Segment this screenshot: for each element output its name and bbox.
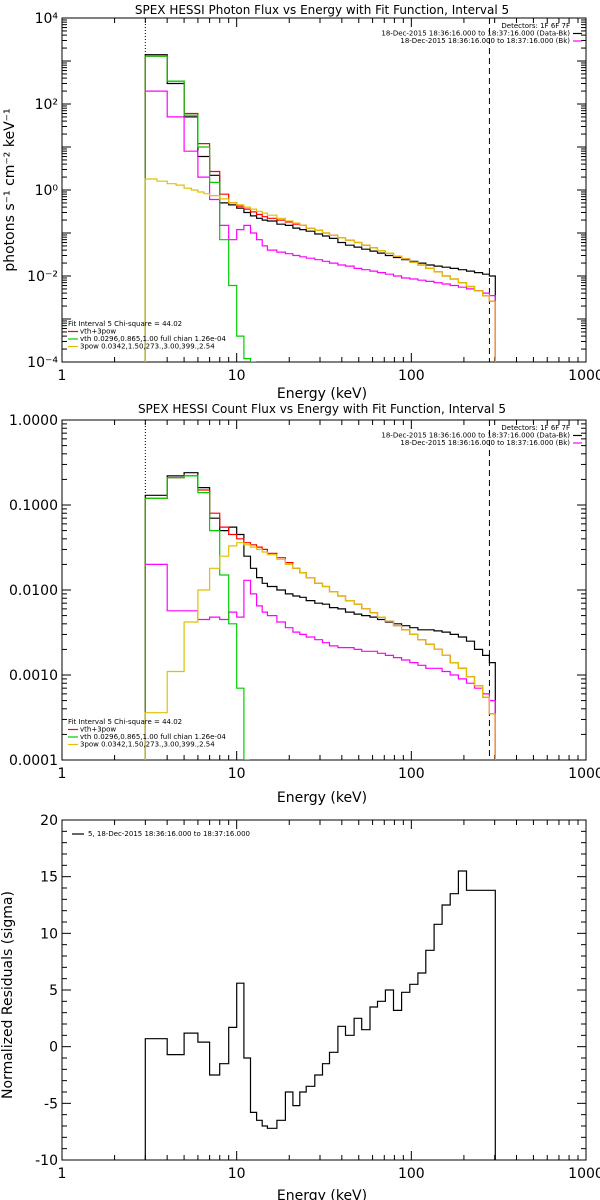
- y-tick-label: 0.0100: [9, 583, 58, 599]
- legend-entry: 3pow 0.0342,1.50,273.,3.00,399.,2.54: [80, 343, 215, 351]
- series-line-0: [144, 870, 496, 1160]
- legend-entry: vth 0.0296,0.865,1.00 full chian 1.26e-0…: [80, 335, 226, 343]
- x-tick-label: 100: [398, 766, 425, 782]
- x-tick-label: 1: [58, 766, 67, 782]
- y-tick-label: 10⁻⁴: [27, 355, 58, 371]
- count-flux-xlabel: Energy (keV): [277, 790, 367, 806]
- photon-flux-title: SPEX HESSI Photon Flux vs Energy with Fi…: [135, 3, 509, 17]
- legend-entry: vth 0.0296,0.865,1.00 full chian 1.26e-0…: [80, 733, 226, 741]
- x-tick-label: 1: [58, 368, 67, 384]
- legend-entry: Fit Interval 5 Chi-square = 44.02: [68, 718, 182, 726]
- series-line-3: [144, 475, 250, 760]
- y-tick-label: 1.0000: [9, 413, 58, 429]
- plot-frame: [61, 17, 587, 363]
- count-flux-title: SPEX HESSI Count Flux vs Energy with Fit…: [138, 402, 506, 416]
- y-tick-label: 0: [49, 1040, 58, 1056]
- x-tick-label: 10: [228, 1166, 246, 1182]
- photon-flux-panel: SPEX HESSI Photon Flux vs Energy with Fi…: [2, 3, 600, 402]
- legend-entry: Detectors: 1F 6F 7F: [501, 424, 570, 432]
- series-line-4: [144, 178, 496, 362]
- series-line-3: [144, 55, 257, 362]
- x-tick-label: 100: [398, 1166, 425, 1182]
- x-tick-label: 100: [398, 368, 425, 384]
- legend-entry: 18-Dec-2015 18:36:16.000 to 18:37:16.000…: [400, 439, 570, 447]
- x-tick-label: 1000: [568, 1166, 600, 1182]
- y-tick-label: 0.1000: [9, 498, 58, 514]
- residuals-panel: Energy (keV) Normalized Residuals (sigma…: [0, 813, 600, 1200]
- residuals-xlabel: Energy (keV): [277, 1188, 367, 1200]
- legend-entry: Fit Interval 5 Chi-square = 44.02: [68, 320, 182, 328]
- x-tick-label: 1: [58, 1166, 67, 1182]
- y-tick-label: 0.0010: [9, 668, 58, 684]
- plot-frame: [61, 419, 587, 761]
- legend-entry: Detectors: 1F 6F 7F: [501, 22, 570, 30]
- photon-flux-ylabel: photons s⁻¹ cm⁻² keV⁻¹: [2, 108, 18, 271]
- y-tick-label: 10²: [35, 97, 58, 113]
- y-tick-label: 15: [40, 870, 58, 886]
- legend-entry: vth+3pow: [80, 726, 116, 734]
- series-line-4: [144, 542, 496, 760]
- legend-entry: 18-Dec-2015 18:36:16.000 to 18:37:16.000…: [381, 30, 570, 38]
- series-line-1: [144, 563, 496, 760]
- y-tick-label: -5: [44, 1096, 58, 1112]
- y-tick-label: 10: [40, 926, 58, 942]
- y-tick-label: 5: [49, 983, 58, 999]
- y-tick-label: 10⁻²: [27, 269, 58, 285]
- plot-frame: [61, 819, 587, 1161]
- series-line-2: [144, 55, 496, 362]
- y-tick-label: 20: [40, 813, 58, 829]
- legend-entry: 3pow 0.0342,1.50,273.,3.00,399.,2.54: [80, 741, 215, 749]
- legend-entry: 5, 18-Dec-2015 18:36:16.000 to 18:37:16.…: [88, 830, 250, 838]
- legend-entry: vth+3pow: [80, 328, 116, 336]
- x-tick-label: 1000: [568, 368, 600, 384]
- y-tick-label: 10⁰: [35, 183, 59, 199]
- series-line-0: [144, 54, 496, 362]
- x-tick-label: 10: [228, 766, 246, 782]
- y-tick-label: 10⁴: [35, 11, 59, 27]
- count-flux-panel: SPEX HESSI Count Flux vs Energy with Fit…: [9, 402, 600, 806]
- x-tick-label: 10: [228, 368, 246, 384]
- legend-entry: 18-Dec-2015 18:36:16.000 to 18:37:16.000…: [400, 37, 570, 45]
- y-tick-label: 0.0001: [9, 753, 58, 769]
- residuals-ylabel: Normalized Residuals (sigma): [0, 891, 16, 1099]
- photon-flux-xlabel: Energy (keV): [277, 386, 367, 402]
- y-tick-label: -10: [35, 1153, 58, 1169]
- legend-entry: 18-Dec-2015 18:36:16.000 to 18:37:16.000…: [381, 432, 570, 440]
- x-tick-label: 1000: [568, 766, 600, 782]
